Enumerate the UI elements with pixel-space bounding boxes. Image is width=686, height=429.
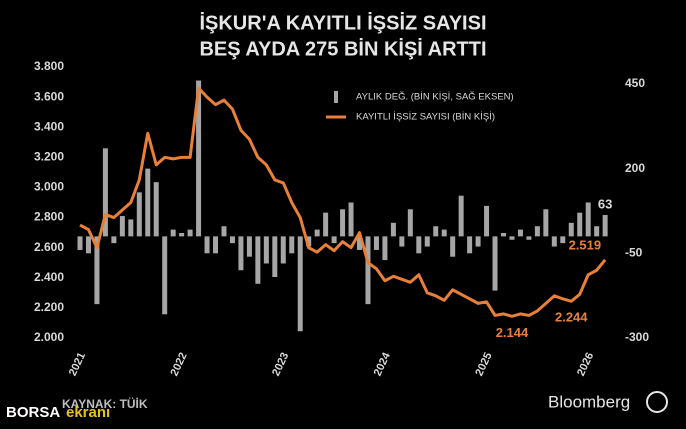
- bar: [560, 236, 566, 244]
- watermark: BORSA: [6, 404, 60, 421]
- y-tick-label: 3.000: [34, 180, 64, 194]
- bar: [357, 236, 363, 250]
- y-tick-label: 3.800: [34, 59, 64, 73]
- y-tick-label: 3.600: [34, 89, 64, 103]
- y2-tick-label: 200: [625, 161, 645, 175]
- bar: [162, 236, 168, 315]
- line: [79, 86, 607, 318]
- data-label: 63: [598, 196, 612, 211]
- bar: [399, 236, 405, 247]
- bar: [119, 216, 125, 237]
- logo-icon: [646, 391, 668, 413]
- x-tick-label: 2025: [473, 351, 494, 378]
- bar: [450, 236, 456, 257]
- bar: [509, 236, 515, 240]
- bar: [534, 226, 540, 237]
- bar: [297, 236, 303, 332]
- bar: [390, 222, 396, 237]
- bar: [594, 226, 600, 237]
- y-tick-label: 2.400: [34, 270, 64, 284]
- bar: [577, 212, 583, 237]
- y-tick-label: 2.800: [34, 210, 64, 224]
- bar: [255, 236, 261, 284]
- y2-tick-label: 450: [625, 76, 645, 90]
- bar: [238, 236, 244, 271]
- bar: [585, 202, 591, 237]
- bar: [153, 182, 159, 237]
- bar: [340, 209, 346, 237]
- bar: [229, 236, 235, 244]
- bar: [77, 236, 83, 250]
- logo: Bloomberg: [548, 392, 630, 411]
- x-tick-label: 2026: [575, 351, 596, 378]
- bar: [136, 192, 142, 237]
- bar: [543, 209, 549, 237]
- chart-subtitle: BEŞ AYDA 275 BİN KİŞİ ARTTI: [199, 37, 486, 60]
- bar: [568, 222, 574, 237]
- y-tick-label: 3.400: [34, 119, 64, 133]
- bar: [526, 236, 532, 240]
- bar: [204, 236, 210, 254]
- bar: [407, 209, 413, 237]
- bar: [551, 236, 557, 247]
- bar: [280, 236, 286, 264]
- bar: [94, 236, 100, 305]
- bar: [365, 236, 371, 305]
- bar: [441, 229, 447, 237]
- bar: [517, 229, 523, 237]
- bar: [382, 236, 388, 261]
- x-tick-label: 2022: [168, 351, 189, 378]
- bar: [170, 229, 176, 237]
- x-tick-label: 2021: [67, 351, 88, 378]
- legend-label: AYLIK DEĞ. (BİN KİŞİ, SAĞ EKSEN): [356, 92, 514, 103]
- data-label: 2.144: [496, 325, 529, 340]
- watermark: ekranı: [66, 404, 110, 421]
- data-label: 2.519: [569, 237, 602, 252]
- y-tick-label: 2.600: [34, 240, 64, 254]
- bar: [111, 236, 117, 244]
- bar: [102, 148, 108, 237]
- bar: [179, 232, 185, 237]
- bar: [314, 229, 320, 237]
- bar: [196, 80, 202, 237]
- bar: [145, 168, 151, 237]
- bar: [492, 236, 498, 291]
- y-tick-label: 2.200: [34, 300, 64, 314]
- bar: [323, 212, 329, 237]
- legend-label: KAYITLI İŞSİZ SAYISI (BİN KİŞİ): [356, 112, 495, 123]
- y2-tick-label: -300: [625, 330, 649, 344]
- bar: [187, 229, 193, 237]
- bar: [373, 236, 379, 250]
- bar: [501, 232, 506, 237]
- bar: [424, 236, 430, 247]
- x-tick-label: 2024: [372, 350, 394, 378]
- x-tick-label: 2023: [270, 351, 291, 378]
- data-label: 2.244: [555, 310, 588, 325]
- bar: [85, 236, 91, 254]
- source: KAYNAK: TÜİK: [62, 396, 148, 411]
- bar: [348, 202, 354, 237]
- bar: [331, 236, 337, 244]
- y2-tick-label: -50: [625, 245, 643, 259]
- bar: [475, 236, 481, 247]
- bar: [433, 226, 439, 237]
- y-tick-label: 2.000: [34, 330, 64, 344]
- bar: [272, 236, 278, 278]
- bar: [458, 195, 464, 237]
- bar: [467, 236, 473, 254]
- bar: [263, 236, 269, 264]
- bar: [306, 236, 312, 247]
- bar: [246, 236, 252, 257]
- bar: [221, 226, 227, 237]
- y-tick-label: 3.200: [34, 150, 64, 164]
- bar: [602, 215, 608, 237]
- chart-title: İŞKUR'A KAYITLI İŞSİZ SAYISI: [199, 11, 486, 34]
- bar: [128, 219, 134, 237]
- bar: [289, 236, 295, 254]
- bar: [416, 236, 422, 254]
- bar: [484, 205, 490, 237]
- bar: [213, 236, 219, 254]
- legend-swatch: [334, 91, 338, 103]
